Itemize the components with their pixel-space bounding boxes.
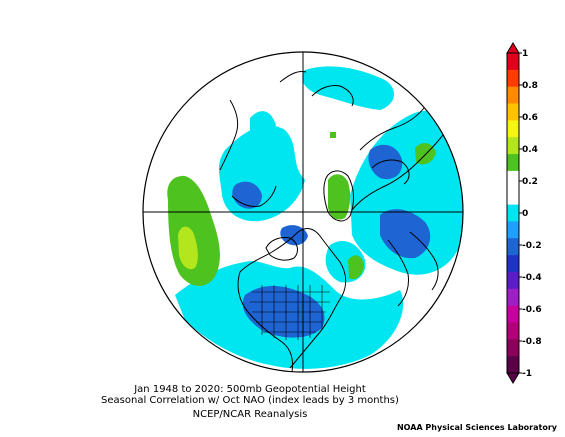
colorbar-label: -0.8	[522, 337, 542, 347]
colorbar-label: 0	[522, 209, 528, 219]
colorbar-segment	[507, 356, 519, 374]
colorbar-segment	[507, 120, 519, 138]
colorbar-segment	[507, 154, 519, 172]
caption-title: Jan 1948 to 2020: 500mb Geopotential Hei…	[134, 384, 366, 395]
colorbar-segment	[507, 170, 519, 189]
colorbar-segment	[507, 69, 519, 87]
positive-region-greenland	[328, 174, 351, 220]
colorbar-segment	[507, 288, 519, 306]
colorbar-label: 0.8	[522, 81, 538, 91]
colorbar-segment	[507, 322, 519, 340]
negative-core-siberia	[368, 144, 403, 180]
positive-core-pacific	[178, 226, 198, 270]
colorbar-segment	[507, 103, 519, 121]
caption-subtitle: Seasonal Correlation w/ Oct NAO (index l…	[101, 395, 399, 406]
colorbar-segments	[506, 52, 520, 374]
colorbar-segment	[507, 221, 519, 239]
colorbar-bottom-triangle	[506, 372, 520, 384]
colorbar-label: 0.4	[522, 145, 538, 155]
colorbar-label: 0.6	[522, 113, 538, 123]
colorbar: 1 0.8 0.6 0.4 0.2 0 -0.2 -0.4 -0.6 -0.8 -1	[506, 42, 542, 384]
colorbar-segment	[507, 305, 519, 323]
colorbar-segment	[507, 271, 519, 290]
positive-region-atlantic	[348, 255, 364, 280]
negative-region-north	[302, 66, 395, 110]
colorbar-segment	[507, 187, 519, 205]
colorbar-label: 1	[522, 49, 528, 59]
colorbar-segment	[507, 339, 519, 357]
colorbar-segment	[507, 204, 519, 222]
colorbar-segment	[507, 86, 519, 104]
colorbar-labels: 1 0.8 0.6 0.4 0.2 0 -0.2 -0.4 -0.6 -0.8 -1	[519, 49, 542, 379]
colorbar-segment	[507, 255, 519, 273]
colorbar-segment	[507, 137, 519, 155]
credit-text: NOAA Physical Sciences Laboratory	[396, 423, 557, 432]
positive-region-small	[330, 132, 336, 138]
caption-source: NCEP/NCAR Reanalysis	[192, 409, 308, 420]
colorbar-label: 0.2	[522, 177, 538, 187]
colorbar-label: -0.6	[522, 305, 542, 315]
globe-outline	[142, 51, 464, 373]
colorbar-top-triangle	[506, 42, 520, 54]
negative-region-arctic-top	[250, 111, 276, 135]
colorbar-label: -1	[522, 369, 532, 379]
colorbar-label: -0.2	[522, 241, 542, 251]
colorbar-label: -0.4	[522, 273, 542, 283]
coastlines	[219, 71, 449, 372]
us-boundaries	[250, 285, 330, 340]
colorbar-segment	[507, 238, 519, 256]
colorbar-segment	[507, 53, 519, 71]
